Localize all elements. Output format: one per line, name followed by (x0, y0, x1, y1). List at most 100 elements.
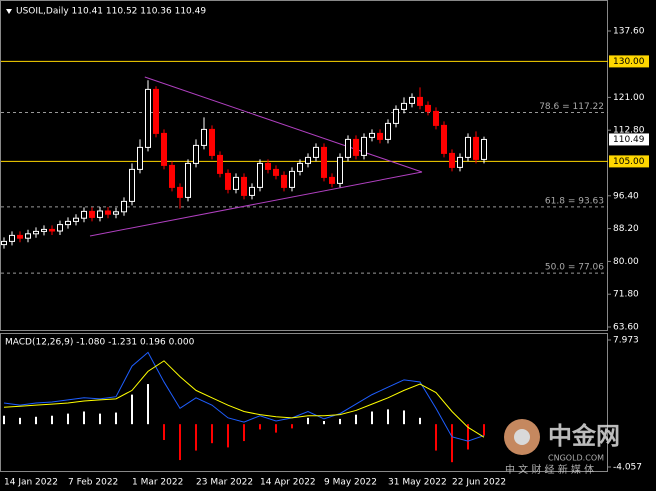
candle-body (129, 168, 135, 202)
candle-body (193, 144, 199, 164)
candle-body (257, 162, 263, 188)
price-tag (609, 133, 649, 146)
candle-body (73, 217, 79, 222)
candle-body (289, 170, 295, 188)
trendline (89, 171, 423, 237)
histogram-bar (323, 421, 325, 425)
histogram-bar (387, 409, 389, 425)
watermark-slogan: 中 文 财 经 新 媒 体 (505, 463, 594, 476)
candle-body (49, 228, 55, 232)
y-tick-label: 80.00 (613, 257, 639, 267)
candle-body (201, 128, 207, 146)
x-tick-label: 23 Mar 2022 (196, 478, 253, 488)
candle-body (377, 132, 383, 140)
histogram-bar (115, 412, 117, 425)
main-panel (0, 0, 608, 331)
candle-body (417, 96, 423, 106)
candle-body (1, 240, 7, 246)
macd-panel (0, 333, 608, 472)
fib-label: 50.0 = 77.06 (545, 263, 604, 273)
histogram-bar (403, 410, 405, 425)
histogram-bar (451, 424, 453, 463)
candle-body (9, 234, 15, 242)
histogram-bar (243, 424, 245, 442)
candle-body (241, 176, 247, 196)
histogram-bar (467, 424, 469, 450)
histogram-bar (227, 424, 229, 448)
y-tick-label: -4.057 (613, 463, 642, 473)
candle-body (281, 174, 287, 188)
histogram-bar (67, 413, 69, 425)
candle-body (345, 138, 351, 158)
candle-body (465, 136, 471, 158)
x-tick-label: 9 May 2022 (324, 478, 377, 488)
y-tick-label: 96.40 (613, 191, 639, 201)
histogram-bar (211, 424, 213, 444)
fib-label: 78.6 = 117.22 (539, 102, 604, 112)
menu-arrow (6, 9, 12, 14)
candle-body (321, 146, 327, 178)
histogram-bar (3, 415, 5, 425)
histogram-bar (83, 411, 85, 425)
histogram-bar (355, 414, 357, 425)
trendline (144, 76, 423, 173)
y-tick-label: 121.00 (613, 93, 645, 103)
y-tick-label: 71.80 (613, 290, 639, 300)
histogram-bar (435, 424, 437, 451)
level-label: 105.00 (613, 157, 645, 167)
histogram-bar (307, 417, 309, 425)
candle-body (97, 210, 103, 218)
watermark: 中金网 CNGOLD.COM 中 文 财 经 新 媒 体 (504, 419, 620, 476)
histogram-bar (419, 417, 421, 425)
candle-body (401, 102, 407, 110)
candle-body (153, 88, 159, 134)
candle-body (433, 110, 439, 126)
candle-body (481, 138, 487, 160)
candle-body (169, 164, 175, 188)
candle-body (329, 176, 335, 184)
candle-body (41, 228, 47, 232)
histogram-bar (259, 424, 261, 430)
candle-body (473, 136, 479, 160)
histogram-bar (131, 394, 133, 425)
x-tick-label: 1 Mar 2022 (132, 478, 183, 488)
candle-body (33, 230, 39, 235)
candle-body (425, 104, 431, 112)
candle-body (57, 224, 63, 232)
candle-body (233, 176, 239, 190)
histogram-bar (163, 424, 165, 441)
candle-body (121, 200, 127, 213)
price-label: 110.49 (613, 135, 645, 145)
candle-body (217, 154, 223, 174)
macd-line (3, 351, 485, 442)
candle-body (209, 128, 215, 156)
macd-line (3, 360, 485, 438)
candle-body (265, 162, 271, 170)
histogram-bar (35, 416, 37, 425)
candle-body (449, 152, 455, 168)
candle-body (297, 162, 303, 172)
histogram-bar (147, 384, 149, 425)
x-tick-label: 7 Feb 2022 (68, 478, 118, 488)
candle-body (225, 172, 231, 190)
watermark-logo (514, 429, 530, 445)
histogram-bar (371, 411, 373, 425)
candle-body (105, 210, 111, 215)
histogram-bar (179, 424, 181, 461)
histogram-bar (19, 417, 21, 425)
candle-body (305, 156, 311, 164)
histogram-bar (51, 415, 53, 425)
candle-body (161, 132, 167, 166)
candle-body (89, 210, 95, 218)
macd-title: MACD(12,26,9) -1.080 -1.231 0.196 0.000 (5, 338, 195, 348)
x-tick-label: 31 May 2022 (388, 478, 447, 488)
level-label: 130.00 (613, 57, 645, 67)
level-tag (609, 155, 649, 168)
candle-body (353, 138, 359, 156)
x-tick-label: 14 Jan 2022 (4, 478, 58, 488)
x-tick-label: 22 Jun 2022 (452, 478, 506, 488)
x-tick-label: 14 Apr 2022 (260, 478, 316, 488)
candle-body (81, 210, 87, 219)
candle-body (65, 220, 71, 226)
